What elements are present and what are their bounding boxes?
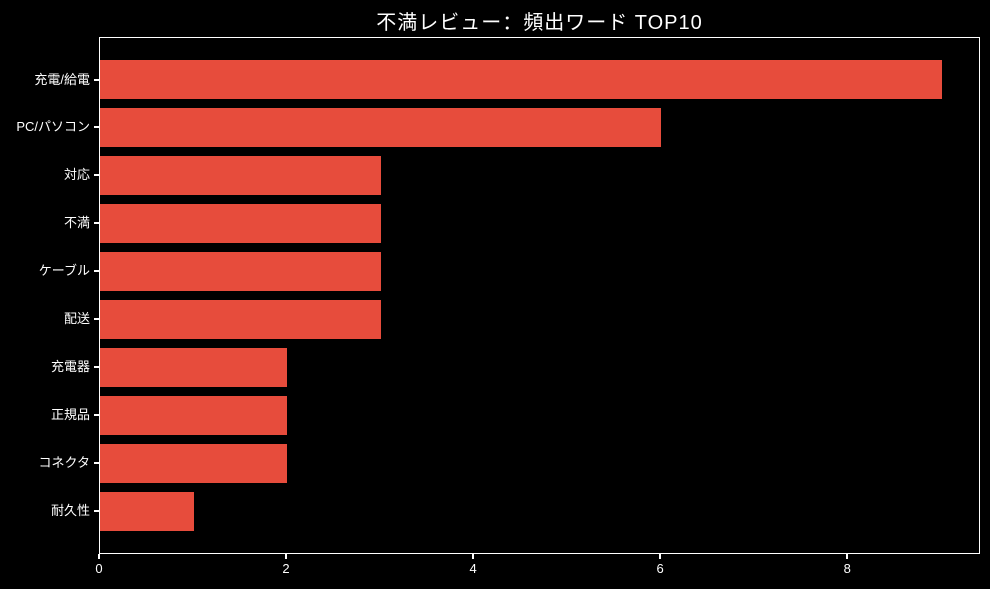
x-tick-label: 2: [282, 561, 290, 576]
bar: [100, 108, 662, 147]
x-tick-label: 6: [656, 561, 664, 576]
y-tick-mark: [94, 270, 99, 273]
y-tick-mark: [94, 126, 99, 129]
bar: [100, 300, 381, 339]
x-tick-mark: [659, 554, 662, 559]
x-tick-label: 4: [469, 561, 477, 576]
y-tick-mark: [94, 222, 99, 225]
chart-title: 不満レビュー：頻出ワード TOP10: [376, 12, 703, 34]
y-tick-label: 配送: [63, 311, 90, 327]
y-tick-mark: [94, 510, 99, 513]
y-tick-label: 充電/給電: [34, 71, 90, 87]
bar: [100, 156, 381, 195]
y-tick-mark: [94, 366, 99, 369]
y-tick-label: 耐久性: [50, 503, 90, 519]
y-tick-label: 不満: [63, 215, 90, 231]
bar: [100, 252, 381, 291]
y-tick-mark: [94, 318, 99, 321]
y-tick-mark: [94, 462, 99, 465]
y-tick-label: PC/パソコン: [16, 119, 90, 135]
y-tick-label: ケーブル: [38, 263, 90, 279]
y-tick-mark: [94, 174, 99, 177]
x-tick-mark: [98, 554, 100, 559]
y-tick-label: 充電器: [50, 359, 90, 375]
x-tick-label: 0: [95, 561, 103, 576]
bar: [100, 396, 288, 435]
x-tick-mark: [846, 554, 849, 559]
y-tick-mark: [94, 414, 99, 417]
bar: [100, 444, 288, 483]
x-tick-mark: [472, 554, 475, 559]
y-tick-label: 対応: [63, 167, 90, 183]
y-tick-label: コネクタ: [38, 455, 90, 471]
y-tick-label: 正規品: [50, 407, 90, 423]
plot-area: [99, 37, 980, 554]
x-tick-mark: [285, 554, 288, 559]
x-tick-label: 8: [843, 561, 851, 576]
y-tick-mark: [94, 78, 99, 81]
bar: [100, 492, 194, 531]
bar: [100, 348, 288, 387]
bar: [100, 204, 381, 243]
bar: [100, 60, 942, 99]
